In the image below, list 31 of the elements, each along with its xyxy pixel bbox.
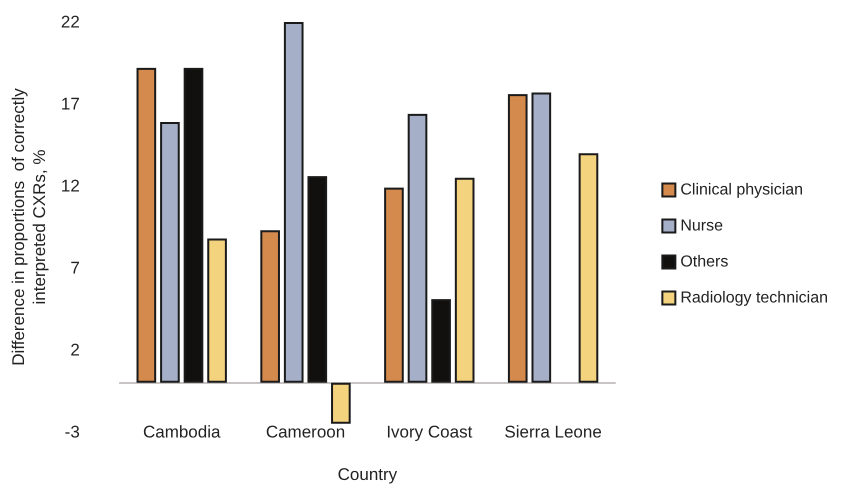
bar — [284, 22, 304, 383]
bar — [260, 230, 280, 383]
legend-label: Nurse — [680, 218, 724, 234]
y-tick-label: -3 — [64, 422, 80, 442]
bar — [136, 68, 156, 383]
bar — [408, 114, 428, 383]
bar — [160, 122, 180, 383]
bar — [454, 178, 474, 383]
y-tick-label: 17 — [60, 94, 80, 114]
y-tick-label: 7 — [70, 258, 80, 278]
bar — [384, 188, 404, 383]
x-tick-label: Sierra Leone — [504, 422, 602, 442]
x-tick-label: Cameroon — [266, 422, 346, 442]
bar — [531, 92, 552, 383]
x-axis-title: Country — [338, 465, 398, 484]
bar — [578, 153, 598, 383]
y-tick-label: 12 — [60, 176, 80, 196]
x-tick-label: Cambodia — [142, 422, 221, 442]
bar — [331, 382, 351, 424]
x-tick-label: Ivory Coast — [386, 422, 473, 442]
bar — [207, 238, 227, 383]
bar — [184, 68, 204, 383]
bar — [431, 299, 451, 383]
bar — [508, 94, 528, 383]
y-tick-label: 2 — [70, 340, 80, 360]
legend-label: Clinical physician — [680, 182, 804, 198]
y-axis-title: Difference in proportions of correctly interpreted CXRs, % — [9, 88, 49, 366]
bar — [307, 176, 328, 383]
y-tick-label: 22 — [60, 12, 80, 32]
legend-label: Others — [680, 254, 728, 270]
legend-label: Radiology technician — [680, 290, 828, 306]
